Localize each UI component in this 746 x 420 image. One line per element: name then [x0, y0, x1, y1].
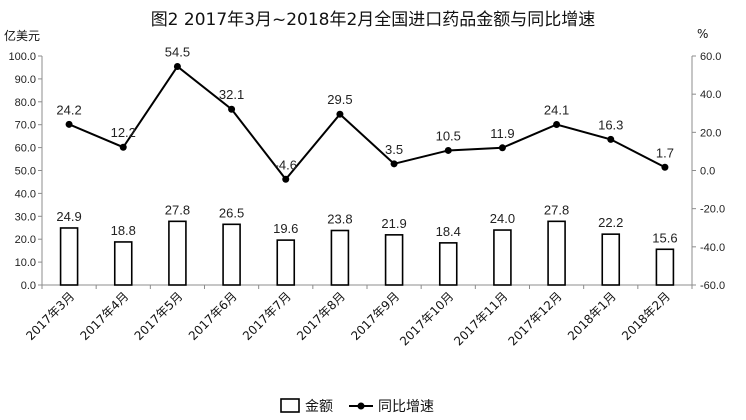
bar-value-label: 15.6	[652, 230, 677, 245]
line-series-group	[65, 62, 669, 183]
x-tick-label: 2017年9月	[348, 289, 402, 343]
left-tick-label: 60.0	[15, 143, 36, 155]
left-tick-label: 20.0	[15, 234, 36, 246]
bar-value-label: 18.4	[436, 224, 461, 239]
line-point	[444, 146, 452, 154]
right-tick-label: 60.0	[700, 51, 721, 63]
line-point	[336, 110, 344, 118]
axes-group: 0.0 10.0 20.0 30.0 40.0 50.0 60.0 70.0 80.0 90.0 1…	[8, 51, 725, 292]
growth-value-label: 3.5	[385, 142, 403, 157]
legend-line-marker	[357, 402, 365, 410]
bar	[547, 220, 566, 286]
x-tick-label: 2017年11月	[451, 289, 510, 348]
growth-value-label: 16.3	[598, 117, 623, 132]
growth-value-label: 10.5	[436, 128, 461, 143]
legend-line-label: 同比增速	[378, 399, 434, 415]
x-tick-label: 2017年10月	[397, 289, 456, 348]
line-point	[282, 175, 290, 183]
growth-value-label: 24.2	[56, 102, 81, 117]
bar-value-label: 23.8	[327, 211, 352, 226]
bar-value-label: 24.0	[490, 211, 515, 226]
left-tick-label: 50.0	[15, 166, 36, 178]
bar-value-label: 26.5	[219, 205, 244, 220]
bar	[222, 223, 241, 286]
legend-bar-label: 金额	[305, 399, 333, 415]
left-tick-label: 10.0	[15, 257, 36, 269]
right-tick-label: -40.0	[700, 242, 725, 254]
x-tick-label: 2017年6月	[186, 289, 240, 343]
legend: 金额 同比增速	[280, 398, 434, 415]
left-tick-label: 90.0	[15, 74, 36, 86]
bar	[113, 241, 133, 286]
left-tick-label: 40.0	[15, 188, 36, 200]
right-tick-label: -60.0	[700, 280, 725, 292]
x-tick-label: 2017年12月	[505, 289, 564, 348]
data-labels-group: 24.9 18.8 27.8 26.5 19.6 23.8 21.9 18.4 24.0 27.8…	[56, 44, 677, 245]
bar-value-label: 24.9	[56, 209, 81, 224]
line-point	[228, 105, 236, 113]
left-tick-label: 30.0	[15, 211, 36, 223]
bar-value-label: 19.6	[273, 221, 298, 236]
bar-value-label: 21.9	[381, 216, 406, 231]
line-point	[173, 62, 181, 70]
right-tick-label: -20.0	[700, 204, 725, 216]
right-tick-label: 40.0	[700, 89, 721, 101]
bar	[276, 239, 296, 286]
bar	[601, 233, 621, 286]
bar	[168, 220, 187, 286]
left-tick-label: 100.0	[8, 51, 36, 63]
bar	[438, 242, 458, 286]
growth-value-label: 54.5	[165, 44, 190, 59]
growth-value-label: 29.5	[327, 92, 352, 107]
x-tick-label: 2017年8月	[294, 289, 348, 343]
bars-group	[59, 220, 675, 286]
growth-value-label: 11.9	[490, 126, 514, 141]
bar-value-label: 27.8	[544, 202, 569, 217]
x-tick-label: 2018年1月	[565, 289, 619, 343]
line-point	[390, 160, 398, 168]
left-axis-unit: 亿美元	[4, 28, 40, 43]
bar-value-label: 22.2	[598, 215, 623, 230]
line-point	[498, 144, 506, 152]
growth-line	[68, 65, 666, 181]
right-tick-label: 0.0	[700, 166, 715, 178]
left-tick-label: 80.0	[15, 97, 36, 109]
bar	[655, 248, 675, 286]
bar	[493, 229, 512, 286]
growth-value-label: 1.7	[656, 145, 674, 160]
line-point	[65, 120, 73, 128]
legend-bar-swatch	[280, 398, 300, 413]
x-tick-label: 2017年5月	[132, 289, 186, 343]
line-point	[119, 143, 127, 151]
growth-value-label: -4.6	[275, 157, 297, 172]
x-ticks-group: 2017年3月 2017年4月 2017年5月 2017年6月 2017年7月 2017年…	[23, 289, 673, 348]
left-tick-label: 0.0	[21, 280, 36, 292]
x-tick-label: 2017年7月	[240, 289, 294, 343]
x-tick-label: 2017年3月	[23, 289, 77, 343]
line-point	[661, 163, 669, 171]
bar	[59, 227, 79, 286]
growth-value-label: 12.2	[111, 125, 136, 140]
chart-title: 图2 2017年3月~2018年2月全国进口药品金额与同比增速	[151, 10, 596, 30]
bar-value-label: 27.8	[165, 202, 190, 217]
right-axis-unit: %	[697, 27, 708, 41]
line-point	[553, 121, 561, 129]
right-tick-label: 20.0	[700, 127, 721, 139]
bar-value-label: 18.8	[111, 223, 136, 238]
bar	[330, 229, 350, 286]
x-tick-label: 2018年2月	[619, 289, 673, 343]
line-point	[607, 135, 615, 143]
growth-value-label: 32.1	[219, 87, 244, 102]
left-tick-label: 70.0	[15, 120, 36, 132]
bar	[384, 234, 404, 286]
growth-value-label: 24.1	[544, 103, 569, 118]
x-tick-label: 2017年4月	[77, 289, 131, 343]
